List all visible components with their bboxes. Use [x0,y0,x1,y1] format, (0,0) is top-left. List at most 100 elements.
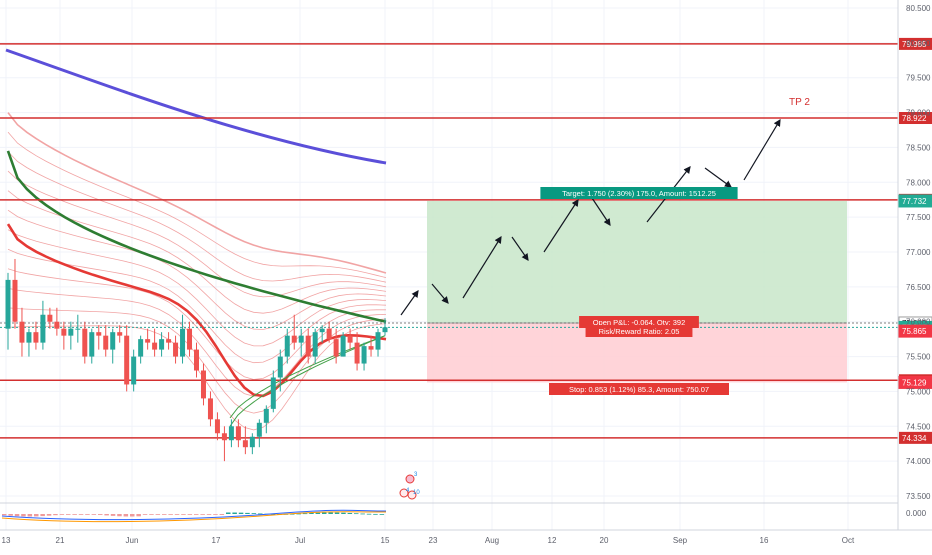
indicator-bar [315,512,321,514]
indicator-bar [21,514,26,517]
y-tick-label: 80.500 [906,4,931,13]
candle-body [5,279,11,329]
y-tick-label: 78.500 [906,143,931,152]
indicator-bar [219,514,225,515]
projection-arrow[interactable] [400,290,419,316]
candle-body [368,346,374,350]
candle-body [319,328,325,333]
ribbon-line [7,209,387,330]
level-price-badge [899,112,932,125]
candle-body [221,433,227,441]
red-moving-average [6,223,387,398]
projection-arrow[interactable] [743,118,781,181]
target-label: Target: 1.750 (2.30%) 175.0, Amount: 151… [562,189,716,198]
indicator-bar [347,512,353,514]
indicator-bar [123,514,129,517]
projection-arrow[interactable] [704,167,732,188]
x-tick-label: 15 [381,536,390,545]
x-tick-label: Jul [295,536,305,545]
candle-body [68,328,74,336]
indicator-bar [149,514,154,515]
candle-body [340,335,346,357]
candle-body [277,356,283,378]
indicator-bar [174,514,180,515]
target-zone [427,200,847,323]
event-count-label: 3 [414,472,418,478]
risk-reward-label-box [585,325,693,337]
candle-body [333,339,339,357]
ribbon-line [7,287,387,397]
indicator-bar [302,513,308,515]
indicator-macd-line [1,509,387,521]
candle-body [354,342,360,364]
ma-ribbon [5,48,387,431]
candle-body [110,332,116,350]
projection-arrow[interactable] [431,283,449,304]
y-tick-label: 75.500 [906,353,931,362]
indicator-bar [322,512,327,514]
x-tick-label: Sep [673,536,688,545]
projection-arrow[interactable] [511,236,529,261]
candle-body [96,332,102,336]
candle-body [159,339,165,350]
indicator-bar [232,512,237,514]
projection-arrow[interactable] [543,198,579,253]
x-tick-label: 13 [2,536,11,545]
indicator-bar [72,514,77,515]
level-price-badge [899,37,932,50]
candle-body [61,328,67,336]
x-tick-label: 12 [548,536,557,545]
horizontal-levels[interactable]: 79.98578.92277.74875.16074.33477.73275.9… [0,37,932,444]
indicator-bar [334,512,340,514]
projection-arrow[interactable] [462,235,502,299]
candle-body [207,398,213,420]
indicator-bar [59,514,65,515]
projection-arrow[interactable] [589,194,611,226]
indicator-bar [187,514,193,515]
indicator-bar [296,513,301,515]
indicator-axis-label: 0.000 [906,509,927,518]
y-tick-label: 80.000 [906,39,931,48]
price-badge-label: 75.129 [902,378,927,387]
candle-body [103,335,109,350]
position-labels: Target: 1.750 (2.30%) 175.0, Amount: 151… [399,187,738,500]
price-badge-label: 77.732 [902,197,927,206]
candle-body [200,370,206,399]
y-tick-label: 79.000 [906,109,931,118]
indicator-bar [168,514,173,515]
y-tick-label: 78.000 [906,178,931,187]
indicator-bar [206,514,212,515]
candle-body [12,279,18,322]
candle-body [263,408,269,423]
price-badge [898,324,932,338]
blue-moving-average [5,48,387,165]
tp2-label: TP 2 [789,97,810,108]
indicator-bar [373,513,378,515]
level-price-label: 79.985 [902,40,927,49]
y-tick-label: 73.500 [906,492,931,501]
green-moving-average [6,150,387,323]
candle-body [54,321,60,329]
indicator-bar [142,514,148,515]
candle-body [145,339,151,343]
candle-body [152,342,158,350]
indicator-bar [309,512,314,514]
candle-body [82,328,88,357]
price-badge-label: 75.865 [902,327,927,336]
candle-body [117,332,123,336]
candle-body [347,335,353,343]
x-tick-label: 23 [429,536,438,545]
y-tick-label: 74.000 [906,457,931,466]
open-pnl-label: Open P&L: -0.064, Qty: 392 [593,318,686,327]
candle-body [235,426,241,441]
indicator-bar [117,514,122,517]
candle-body [228,426,234,441]
indicator-bar [360,513,365,515]
candle-body [298,335,304,343]
candle-body [375,332,381,350]
candle-body [75,328,81,330]
candle-body [291,335,297,343]
